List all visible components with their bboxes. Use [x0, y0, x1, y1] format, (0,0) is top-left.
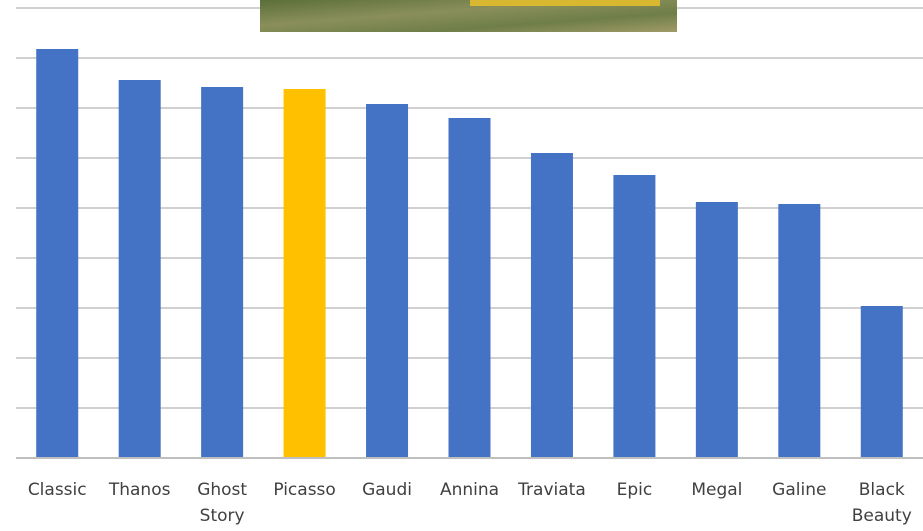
x-tick-label: Picasso — [273, 480, 336, 500]
x-tick-label: Traviata — [518, 480, 586, 500]
bar — [448, 118, 491, 458]
x-tick-label: Black Beauty — [851, 480, 912, 526]
bar — [201, 87, 244, 458]
x-tick-label: Classic — [27, 480, 87, 500]
bar — [118, 80, 161, 458]
photo-detail — [470, 0, 660, 6]
bar — [695, 202, 738, 458]
x-tick-label: Megal — [691, 480, 743, 500]
bar — [778, 204, 821, 458]
bar — [366, 104, 409, 458]
bar — [36, 49, 79, 458]
x-tick-label: Thanos — [108, 480, 171, 500]
x-tick-label: Galine — [772, 480, 827, 500]
bar — [283, 89, 326, 458]
x-tick-label: Gaudi — [362, 480, 412, 500]
bar — [613, 175, 656, 458]
x-tick-label: Ghost Story — [197, 480, 248, 526]
x-tick-label: Annina — [439, 480, 500, 500]
bar — [530, 153, 573, 458]
bar — [860, 306, 903, 458]
x-tick-label: Epic — [616, 480, 653, 500]
